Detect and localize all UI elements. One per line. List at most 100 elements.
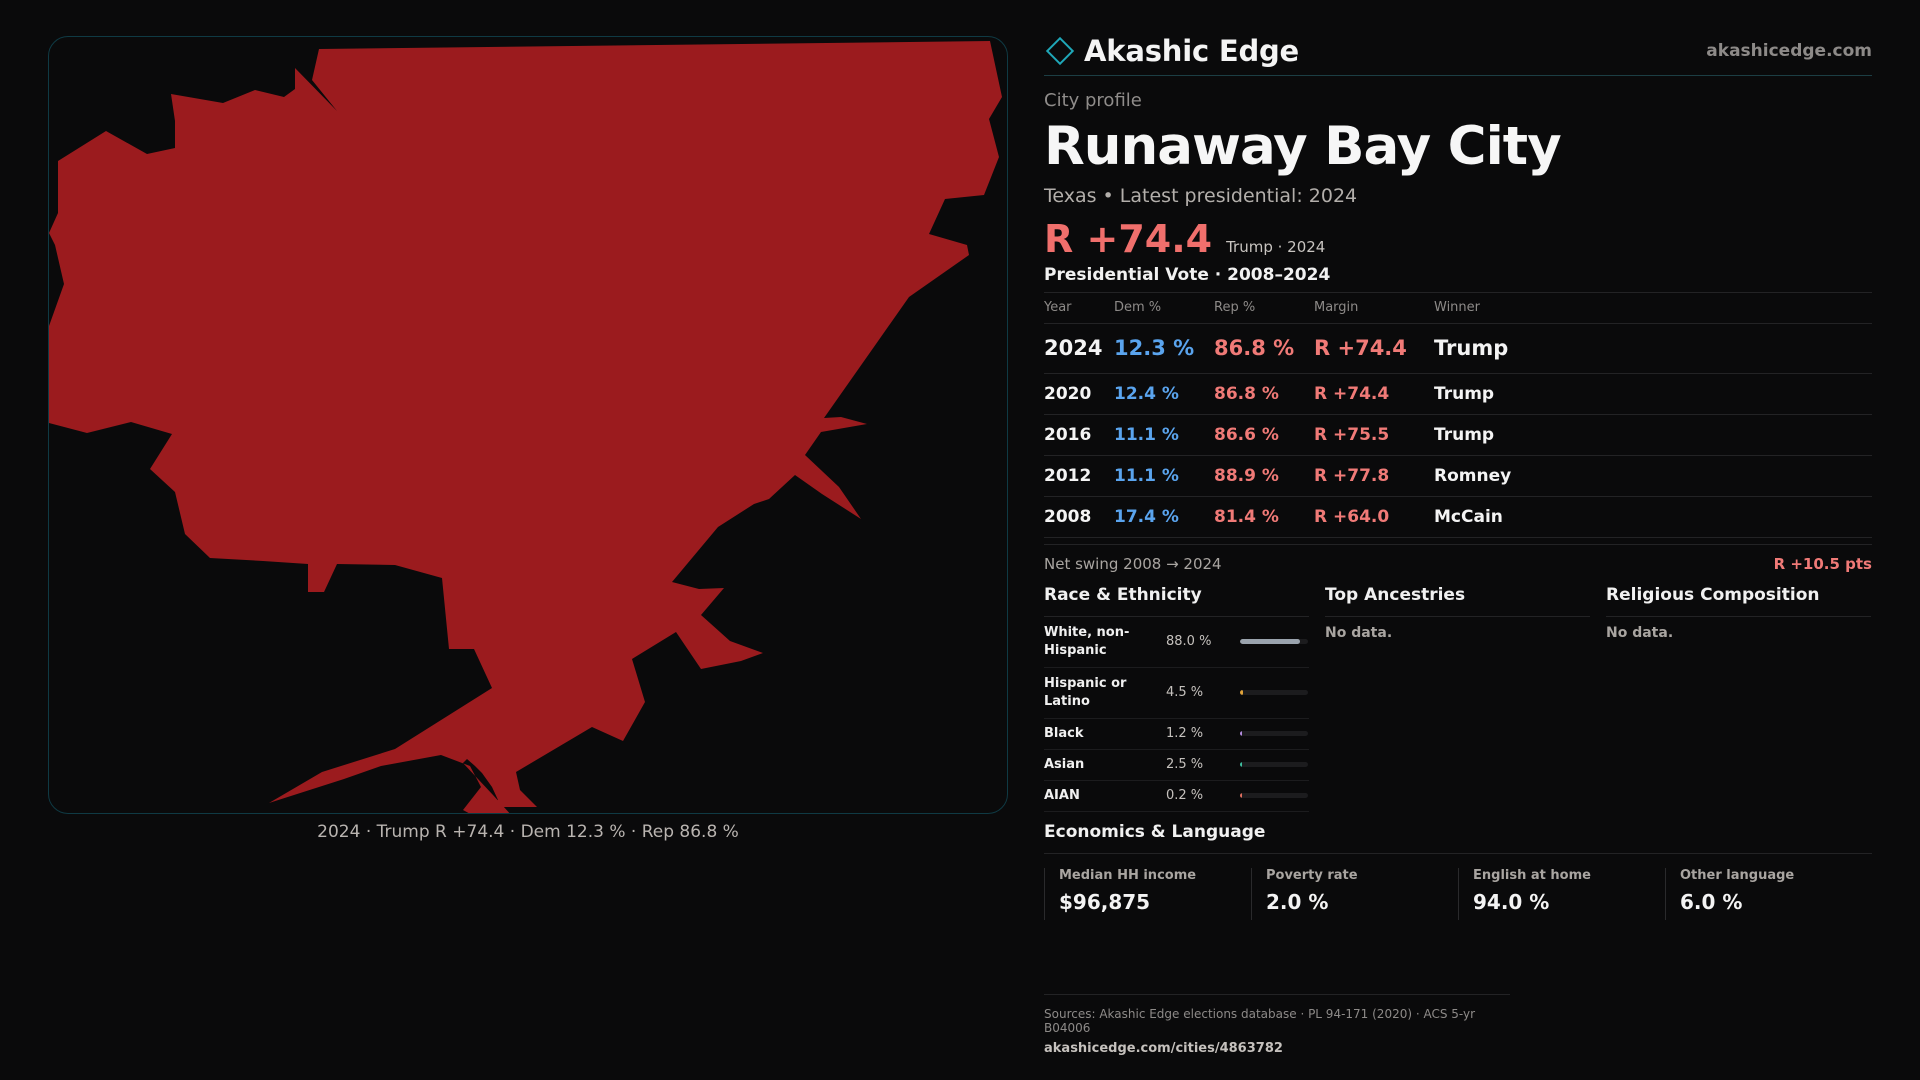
net-swing: Net swing 2008 → 2024 R +10.5 pts <box>1044 543 1872 573</box>
race-row: Asian 2.5 % <box>1044 750 1309 781</box>
econ-label: Other language <box>1680 867 1795 883</box>
cell-margin: R +64.0 <box>1314 496 1434 538</box>
econ-value: $96,875 <box>1059 889 1151 914</box>
cell-winner: McCain <box>1434 496 1872 538</box>
cell-year: 2020 <box>1044 373 1114 415</box>
religion-empty: No data. <box>1606 624 1674 641</box>
religion-title: Religious Composition <box>1606 585 1871 617</box>
economics-title: Economics & Language <box>1044 822 1872 854</box>
cell-margin: R +74.4 <box>1314 373 1434 415</box>
race-row: Hispanic or Latino 4.5 % <box>1044 668 1309 719</box>
cell-year: 2016 <box>1044 414 1114 456</box>
brand-url-link[interactable]: akashicedge.com <box>1706 40 1872 61</box>
economics-cards: Median HH income $96,875 Poverty rate 2.… <box>1044 867 1872 920</box>
sources-text: Sources: Akashic Edge elections database… <box>1044 1007 1476 1035</box>
econ-value: 94.0 % <box>1473 889 1550 914</box>
race-bar-fill <box>1240 690 1244 695</box>
race-bar <box>1240 762 1308 767</box>
footer: Sources: Akashic Edge elections database… <box>1044 994 1510 1056</box>
race-row: Black 1.2 % <box>1044 719 1309 750</box>
race-bar <box>1240 793 1308 798</box>
cell-year: 2008 <box>1044 496 1114 538</box>
table-row: 2016 11.1 % 86.6 % R +75.5 Trump <box>1044 414 1872 456</box>
econ-card-income: Median HH income $96,875 <box>1044 867 1251 920</box>
footer-url-link[interactable]: akashicedge.com/cities/4863782 <box>1044 1041 1283 1056</box>
city-boundary-shape[interactable] <box>49 41 1002 813</box>
margin-note: Trump · 2024 <box>1226 238 1326 256</box>
race-bar <box>1240 731 1308 736</box>
city-boundary-map[interactable] <box>49 37 1007 813</box>
cell-rep: 81.4 % <box>1214 496 1314 538</box>
cell-year: 2012 <box>1044 455 1114 497</box>
cell-margin: R +77.8 <box>1314 455 1434 497</box>
map-caption: 2024 · Trump R +74.4 · Dem 12.3 % · Rep … <box>317 822 739 842</box>
religion-column: Religious Composition No data. <box>1606 585 1871 812</box>
headline-margin: R +74.4 Trump · 2024 <box>1044 217 1872 261</box>
econ-label: Poverty rate <box>1266 867 1358 883</box>
brand-header: Akashic Edge akashicedge.com <box>1044 32 1872 76</box>
race-row: AIAN 0.2 % <box>1044 781 1309 812</box>
vote-section-title: Presidential Vote · 2008–2024 <box>1044 265 1872 293</box>
race-label: White, non-Hispanic <box>1044 624 1130 658</box>
ancestries-title: Top Ancestries <box>1325 585 1590 617</box>
race-label: Asian <box>1044 756 1085 772</box>
diamond-icon <box>1045 36 1075 65</box>
race-label: AIAN <box>1044 787 1080 803</box>
header-winner: Winner <box>1434 293 1872 324</box>
ancestries-column: Top Ancestries No data. <box>1325 585 1590 812</box>
brand-name[interactable]: Akashic Edge <box>1084 33 1300 68</box>
race-pct: 0.2 % <box>1166 788 1204 803</box>
header-year: Year <box>1044 293 1114 324</box>
header-margin: Margin <box>1314 293 1434 324</box>
profile-panel: Akashic Edge akashicedge.com City profil… <box>1044 32 1872 920</box>
race-bar-fill <box>1240 731 1243 736</box>
race-title: Race & Ethnicity <box>1044 585 1309 617</box>
econ-label: English at home <box>1473 867 1591 883</box>
table-row: 2024 12.3 % 86.8 % R +74.4 Trump <box>1044 323 1872 374</box>
race-row: White, non-Hispanic 88.0 % <box>1044 617 1309 668</box>
demographics-section: Race & Ethnicity White, non-Hispanic 88.… <box>1044 585 1872 812</box>
city-map[interactable] <box>48 36 1008 814</box>
race-pct: 2.5 % <box>1166 757 1204 772</box>
vote-table: Year Dem % Rep % Margin Winner 2024 12.3… <box>1044 293 1872 538</box>
econ-card-other-language: Other language 6.0 % <box>1665 867 1872 920</box>
cell-rep: 86.6 % <box>1214 414 1314 456</box>
cell-dem: 17.4 % <box>1114 496 1214 538</box>
page-eyebrow: City profile <box>1044 90 1142 111</box>
cell-dem: 11.1 % <box>1114 455 1214 497</box>
header-rep: Rep % <box>1214 293 1314 324</box>
race-bar <box>1240 690 1308 695</box>
race-label: Hispanic or Latino <box>1044 675 1127 709</box>
margin-value: R +74.4 <box>1044 217 1213 261</box>
cell-dem: 11.1 % <box>1114 414 1214 456</box>
econ-value: 2.0 % <box>1266 889 1329 914</box>
race-ethnicity-column: Race & Ethnicity White, non-Hispanic 88.… <box>1044 585 1309 812</box>
cell-rep: 88.9 % <box>1214 455 1314 497</box>
race-bar <box>1240 639 1308 644</box>
cell-winner: Trump <box>1434 323 1872 374</box>
page-title: Runaway Bay City <box>1044 116 1562 177</box>
cell-rep: 86.8 % <box>1214 323 1314 374</box>
race-pct: 1.2 % <box>1166 726 1204 741</box>
table-row: 2008 17.4 % 81.4 % R +64.0 McCain <box>1044 496 1872 538</box>
cell-year: 2024 <box>1044 323 1114 374</box>
cell-winner: Trump <box>1434 373 1872 415</box>
econ-card-poverty: Poverty rate 2.0 % <box>1251 867 1458 920</box>
cell-margin: R +75.5 <box>1314 414 1434 456</box>
cell-margin: R +74.4 <box>1314 323 1434 374</box>
cell-winner: Romney <box>1434 455 1872 497</box>
econ-label: Median HH income <box>1059 867 1197 883</box>
cell-winner: Trump <box>1434 414 1872 456</box>
brand[interactable]: Akashic Edge <box>1044 34 1299 68</box>
vote-table-header: Year Dem % Rep % Margin Winner <box>1044 293 1872 324</box>
table-row: 2020 12.4 % 86.8 % R +74.4 Trump <box>1044 373 1872 415</box>
econ-value: 6.0 % <box>1680 889 1743 914</box>
swing-value: R +10.5 pts <box>1773 554 1872 573</box>
race-pct: 4.5 % <box>1166 685 1204 700</box>
swing-label: Net swing 2008 → 2024 <box>1044 554 1222 573</box>
cell-rep: 86.8 % <box>1214 373 1314 415</box>
table-row: 2012 11.1 % 88.9 % R +77.8 Romney <box>1044 455 1872 497</box>
race-bar-fill <box>1240 793 1243 798</box>
race-label: Black <box>1044 725 1084 741</box>
cell-dem: 12.3 % <box>1114 323 1214 374</box>
